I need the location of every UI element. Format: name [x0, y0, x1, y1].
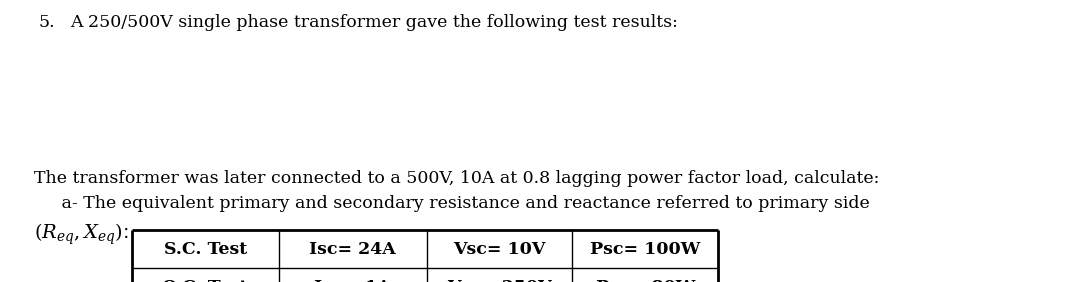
Text: Isc= 24A: Isc= 24A	[309, 241, 396, 257]
Text: Vsc= 10V: Vsc= 10V	[454, 241, 545, 257]
Text: a- The equivalent primary and secondary resistance and reactance referred to pri: a- The equivalent primary and secondary …	[33, 195, 869, 212]
Text: 5.: 5.	[38, 14, 55, 31]
Text: The transformer was later connected to a 500V, 10A at 0.8 lagging power factor l: The transformer was later connected to a…	[33, 170, 879, 187]
Text: Ioc= 1A: Ioc= 1A	[314, 279, 391, 282]
Text: $(R_{eq}, X_{eq})$:: $(R_{eq}, X_{eq})$:	[33, 222, 129, 247]
Text: S.C. Test: S.C. Test	[163, 241, 247, 257]
Text: Psc= 100W: Psc= 100W	[590, 241, 701, 257]
Text: Voc= 250V: Voc= 250V	[447, 279, 552, 282]
Text: Poc= 80W: Poc= 80W	[595, 279, 696, 282]
Text: A 250/500V single phase transformer gave the following test results:: A 250/500V single phase transformer gave…	[70, 14, 678, 31]
Text: O.C. Test: O.C. Test	[162, 279, 248, 282]
